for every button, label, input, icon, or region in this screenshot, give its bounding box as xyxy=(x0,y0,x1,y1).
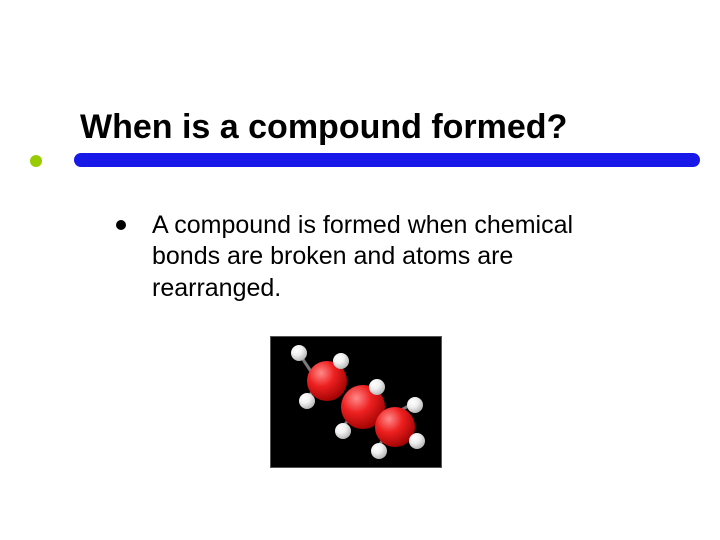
hydrogen-atom-icon xyxy=(407,397,423,413)
title-area: When is a compound formed? xyxy=(80,108,660,171)
body-area: A compound is formed when chemical bonds… xyxy=(116,210,640,304)
hydrogen-atom-icon xyxy=(291,345,307,361)
bullet-icon xyxy=(116,220,126,230)
accent-dot-icon xyxy=(30,155,42,167)
molecule-image xyxy=(270,336,442,468)
hydrogen-atom-icon xyxy=(369,379,385,395)
hydrogen-atom-icon xyxy=(299,393,315,409)
underline-bar xyxy=(74,153,700,167)
slide-title: When is a compound formed? xyxy=(80,108,660,151)
hydrogen-atom-icon xyxy=(335,423,351,439)
body-text: A compound is formed when chemical bonds… xyxy=(152,210,640,304)
title-underline xyxy=(80,153,660,171)
hydrogen-atom-icon xyxy=(333,353,349,369)
hydrogen-atom-icon xyxy=(371,443,387,459)
hydrogen-atom-icon xyxy=(409,433,425,449)
slide: When is a compound formed? A compound is… xyxy=(0,0,720,540)
bullet-item: A compound is formed when chemical bonds… xyxy=(116,210,640,304)
